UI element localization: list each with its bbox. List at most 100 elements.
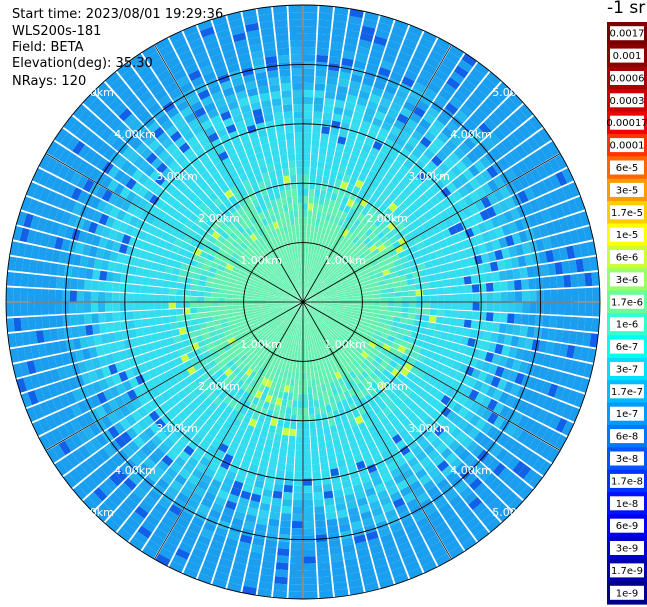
- data-sector: [109, 342, 119, 353]
- data-sector: [318, 197, 325, 206]
- data-sector: [268, 170, 277, 179]
- data-sector: [507, 313, 515, 324]
- data-sector: [6, 271, 15, 286]
- data-sector: [542, 236, 552, 250]
- data-sector: [308, 306, 314, 312]
- data-sector: [256, 284, 264, 289]
- data-sector: [340, 211, 348, 220]
- data-sector: [277, 287, 285, 293]
- data-sector: [366, 252, 374, 260]
- data-sector: [186, 366, 196, 375]
- data-sector: [274, 576, 288, 585]
- data-sector: [356, 134, 366, 144]
- data-sector: [124, 132, 138, 146]
- data-sector: [457, 85, 472, 99]
- data-sector: [268, 291, 277, 295]
- data-sector: [287, 277, 293, 285]
- data-sector: [285, 406, 292, 415]
- data-sector: [312, 385, 318, 394]
- data-sector: [270, 177, 278, 186]
- data-sector: [59, 196, 71, 210]
- data-sector: [303, 520, 315, 529]
- data-sector: [154, 406, 166, 418]
- data-sector: [333, 201, 341, 210]
- data-sector: [171, 244, 181, 254]
- data-sector: [135, 239, 145, 249]
- data-sector: [392, 377, 402, 387]
- data-sector: [303, 146, 311, 154]
- data-sector: [54, 209, 66, 223]
- data-sector: [344, 311, 352, 315]
- data-sector: [313, 319, 319, 327]
- data-sector: [361, 351, 369, 359]
- data-sector: [288, 385, 294, 394]
- data-sector: [317, 240, 323, 249]
- data-sector: [511, 359, 522, 372]
- data-sector: [208, 382, 218, 392]
- data-sector: [188, 38, 204, 50]
- data-sector: [397, 541, 412, 553]
- data-sector: [235, 321, 244, 328]
- data-sector: [208, 212, 218, 222]
- data-sector: [435, 150, 448, 162]
- data-sector: [432, 137, 445, 150]
- data-sector: [284, 363, 290, 372]
- data-sector: [238, 328, 247, 334]
- data-sector: [292, 336, 296, 344]
- data-sector: [286, 278, 292, 285]
- data-sector: [296, 174, 303, 182]
- data-sector: [560, 388, 572, 403]
- data-sector: [261, 325, 269, 331]
- data-sector: [257, 367, 264, 376]
- data-sector: [287, 327, 292, 335]
- data-sector: [294, 217, 299, 225]
- data-sector: [74, 216, 85, 230]
- data-sector: [429, 409, 440, 420]
- data-sector: [370, 179, 380, 190]
- data-sector: [395, 439, 407, 450]
- data-sector: [234, 39, 248, 50]
- data-sector: [290, 261, 294, 269]
- data-sector: [285, 218, 291, 226]
- data-sector: [255, 421, 264, 430]
- data-sector: [223, 117, 234, 128]
- data-sector: [207, 444, 218, 455]
- data-sector: [312, 470, 321, 479]
- data-sector: [135, 267, 144, 277]
- data-sector: [187, 192, 198, 203]
- data-sector: [38, 154, 52, 170]
- data-sector: [289, 298, 297, 301]
- data-sector: [305, 351, 309, 359]
- data-sector: [263, 284, 271, 290]
- data-sector: [352, 409, 361, 419]
- data-sector: [303, 26, 317, 34]
- data-sector: [144, 260, 153, 270]
- data-sector: [274, 300, 282, 302]
- data-sector: [355, 250, 364, 258]
- data-sector: [473, 380, 484, 392]
- data-sector: [228, 195, 238, 205]
- data-sector: [334, 6, 349, 16]
- data-sector: [176, 314, 185, 322]
- data-sector: [374, 173, 384, 184]
- data-sector: [446, 77, 461, 90]
- data-sector: [478, 102, 493, 117]
- data-sector: [279, 212, 286, 220]
- data-sector: [333, 581, 348, 591]
- data-sector: [401, 242, 410, 251]
- data-sector: [334, 179, 342, 188]
- data-sector: [237, 225, 245, 234]
- data-sector: [425, 244, 435, 254]
- data-sector: [310, 153, 319, 162]
- data-sector: [289, 303, 297, 305]
- data-sector: [468, 93, 483, 107]
- data-sector: [555, 233, 566, 247]
- data-sector: [86, 456, 100, 471]
- data-sector: [179, 510, 194, 523]
- data-sector: [237, 273, 245, 279]
- data-sector: [250, 387, 258, 397]
- data-sector: [237, 351, 245, 359]
- data-sector: [322, 290, 330, 295]
- data-sector: [78, 267, 87, 279]
- data-sector: [398, 322, 407, 330]
